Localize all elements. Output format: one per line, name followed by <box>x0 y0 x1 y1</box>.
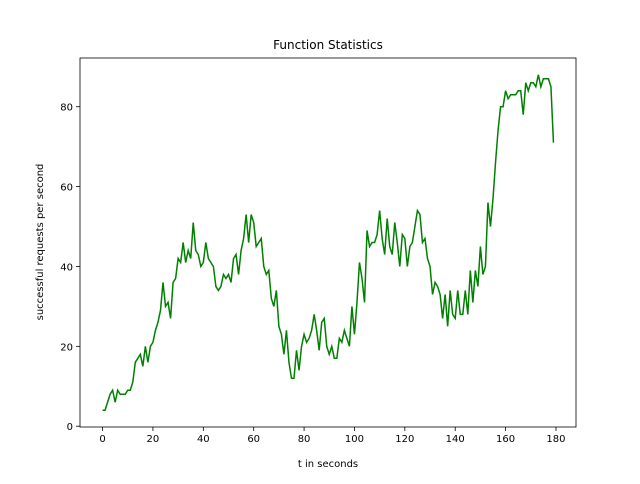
x-tick-label: 100 <box>345 434 364 445</box>
y-tick-label: 20 <box>60 342 73 353</box>
x-tick-label: 60 <box>247 434 260 445</box>
x-tick-label: 120 <box>395 434 414 445</box>
x-tick-label: 0 <box>99 434 105 445</box>
x-tick-label: 180 <box>546 434 565 445</box>
y-axis-label: successful requests per second <box>35 164 46 321</box>
x-tick-label: 140 <box>446 434 465 445</box>
x-tick-label: 160 <box>496 434 515 445</box>
axes-frame <box>79 57 577 428</box>
data-line <box>102 74 555 411</box>
chart-title: Function Statistics <box>273 38 383 52</box>
y-tick-label: 0 <box>67 422 73 433</box>
y-tick-label: 80 <box>60 103 73 114</box>
x-tick-label: 20 <box>147 434 160 445</box>
x-tick-label: 80 <box>298 434 311 445</box>
y-tick-label: 60 <box>60 183 73 194</box>
y-tick-label: 40 <box>60 262 73 273</box>
x-axis-label: t in seconds <box>298 459 358 470</box>
x-tick-label: 40 <box>197 434 210 445</box>
